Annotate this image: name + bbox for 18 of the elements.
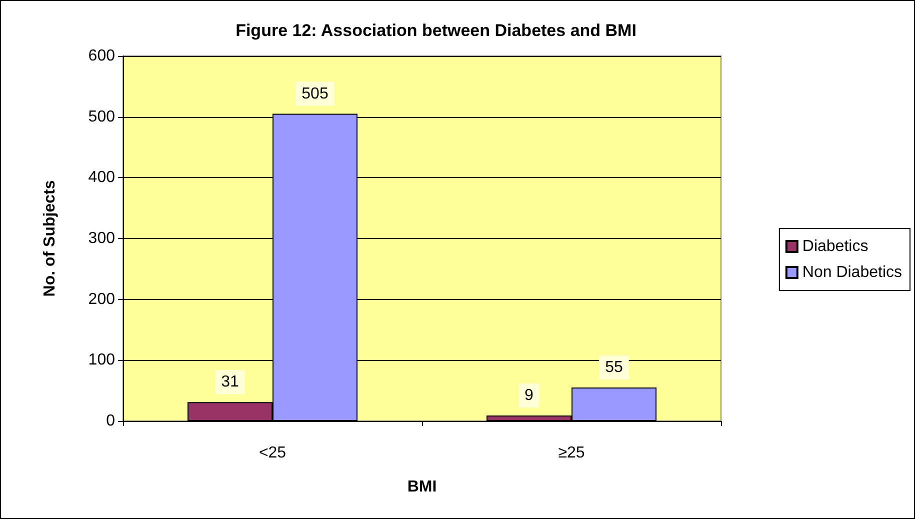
- data-label: 9: [524, 387, 534, 404]
- y-tick-label: 400: [88, 169, 116, 186]
- y-tick-label: 0: [106, 412, 116, 430]
- legend-label: Diabetics: [802, 238, 868, 255]
- x-axis-title: BMI: [407, 478, 437, 496]
- x-tick-label: <25: [258, 444, 286, 462]
- y-tick-label: 200: [88, 290, 116, 308]
- data-label: 55: [605, 359, 623, 376]
- y-axis-title: No. of Subjects: [42, 180, 58, 297]
- data-label: 505: [302, 85, 328, 102]
- y-tick-label: 300: [88, 230, 116, 247]
- data-label: 31: [221, 374, 239, 391]
- y-tick-label: 500: [88, 108, 116, 126]
- y-tick-label: 600: [88, 48, 116, 64]
- chart-title: Figure 12: Association between Diabetes and BMI: [236, 21, 636, 40]
- y-tick-label: 100: [88, 352, 116, 369]
- x-tick-label: ≥25: [558, 444, 585, 462]
- legend-label: Non Diabetics: [802, 264, 902, 281]
